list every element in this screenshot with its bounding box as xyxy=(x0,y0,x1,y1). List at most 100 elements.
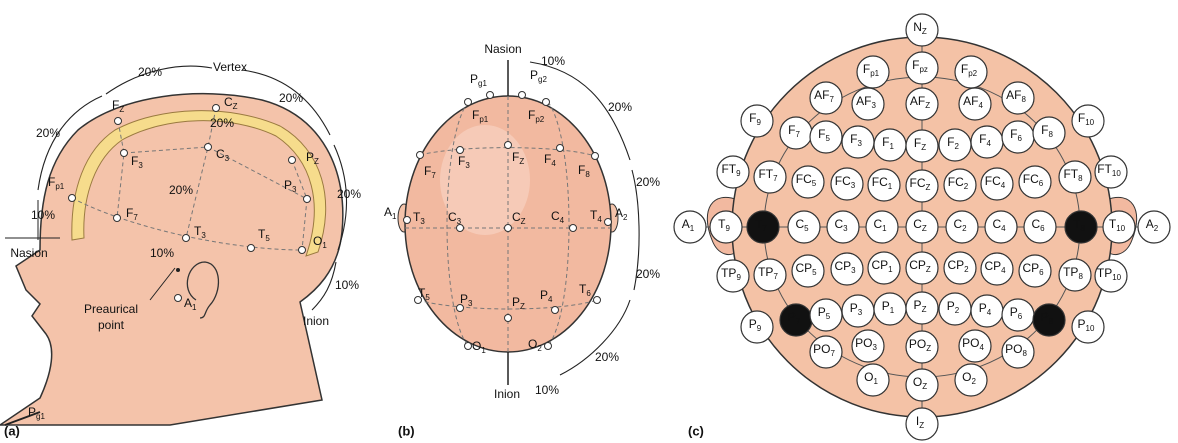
electrode-subscript: 4 xyxy=(548,295,553,304)
electrode-letter: AF xyxy=(910,94,925,108)
electrode-subscript: 6 xyxy=(1018,312,1023,321)
electrode-letter: PO xyxy=(855,336,872,350)
electrode-letter: TP xyxy=(758,265,773,279)
annotation: 20% xyxy=(636,175,660,189)
electrode-letter: A xyxy=(384,205,392,219)
electrode-subscript: 4 xyxy=(1001,266,1006,275)
annotation: 10% xyxy=(541,54,565,68)
electrode-subscript: Z xyxy=(521,217,526,226)
electrode-subscript: 9 xyxy=(757,324,762,333)
electrode-subscript: g1 xyxy=(478,79,487,88)
electrode xyxy=(605,219,612,226)
electrode-subscript: 5 xyxy=(825,134,830,143)
electrode-letter: P xyxy=(818,305,826,319)
electrode-subscript: 1 xyxy=(890,306,895,315)
electrode-subscript: p1 xyxy=(479,115,488,124)
electrode xyxy=(594,297,601,304)
electrode-subscript: 5 xyxy=(826,312,831,321)
electrode-letter: F xyxy=(961,62,968,76)
electrode xyxy=(457,147,464,154)
electrode-letter: F xyxy=(458,154,465,168)
electrode-letter: C xyxy=(448,210,457,224)
electrode-letter: FC xyxy=(910,176,926,190)
annotation: 20% xyxy=(608,100,632,114)
electrode-subscript: 4 xyxy=(1001,224,1006,233)
electrode-letter: AF xyxy=(1006,88,1021,102)
electrode xyxy=(570,225,577,232)
electrode-subscript: 1 xyxy=(192,303,197,312)
electrode-letter: F xyxy=(112,98,119,112)
electrode xyxy=(299,247,306,254)
electrode-letter: FC xyxy=(835,174,851,188)
electrode-letter: C xyxy=(795,217,804,231)
electrode-subscript: Z xyxy=(922,224,927,233)
annotation: 10% xyxy=(335,278,359,292)
electrode-subscript: Z xyxy=(926,344,931,353)
electrode-letter: P xyxy=(1078,317,1086,331)
annotation: 10% xyxy=(535,383,559,397)
electrode-letter: AF xyxy=(963,94,978,108)
electrode-subscript: 3 xyxy=(843,224,848,233)
electrode-letter: C xyxy=(873,217,882,231)
electrode-letter: F xyxy=(818,127,825,141)
electrode xyxy=(183,235,190,242)
electrode-subscript: 9 xyxy=(736,169,741,178)
electrode-letter: FT xyxy=(758,167,773,181)
electrode-subscript: 2 xyxy=(955,306,960,315)
electrode-subscript: 4 xyxy=(978,101,983,110)
electrode-letter: F xyxy=(749,111,756,125)
annotation: Nasion xyxy=(484,42,521,56)
electrode-letter: P xyxy=(788,310,796,324)
electrode-letter: F xyxy=(882,135,889,149)
electrode-subscript: 3 xyxy=(851,181,856,190)
electrode xyxy=(505,315,512,322)
electrode xyxy=(592,153,599,160)
electrode-letter: F xyxy=(131,154,138,168)
electrode-subscript: 5 xyxy=(265,234,270,243)
electrode xyxy=(505,142,512,149)
electrode-subscript: 4 xyxy=(560,216,565,225)
electrode-letter: P xyxy=(979,301,987,315)
electrode xyxy=(213,105,220,112)
electrode-label: Pg2 xyxy=(530,68,547,84)
annotation: Preaurical xyxy=(84,302,138,316)
electrode-letter: P xyxy=(530,68,538,82)
electrode-letter: FC xyxy=(948,175,964,189)
annotation: Nasion xyxy=(10,246,47,260)
electrode-subscript: 2 xyxy=(964,265,969,274)
electrode-subscript: 9 xyxy=(756,118,761,127)
electrode-subscript: 6 xyxy=(1017,134,1022,143)
electrode-subscript: 8 xyxy=(1080,224,1085,233)
electrode-letter: P xyxy=(512,295,520,309)
electrode-subscript: 7 xyxy=(133,213,138,222)
electrode-subscript: 4 xyxy=(597,215,602,224)
electrode-subscript: 2 xyxy=(962,224,967,233)
electrode-letter: F xyxy=(979,132,986,146)
electrode-letter: P xyxy=(914,298,922,312)
electrode xyxy=(465,343,472,350)
electrode xyxy=(175,295,182,302)
electrode-letter: FC xyxy=(985,174,1001,188)
electrode-letter: O xyxy=(528,337,537,351)
electrode-subscript: 5 xyxy=(804,224,809,233)
electrode-subscript: 1 xyxy=(888,265,893,274)
electrode-label: A1 xyxy=(384,205,397,221)
electrode-subscript: Z xyxy=(922,382,927,391)
electrode-subscript: 3 xyxy=(851,266,856,275)
electrode-subscript: 7 xyxy=(829,95,834,104)
electrode-letter: F xyxy=(424,164,431,178)
electrode-letter: FC xyxy=(1023,172,1039,186)
electrode-subscript: p2 xyxy=(535,115,544,124)
electrode-letter: C xyxy=(551,209,560,223)
electrode-subscript: 2 xyxy=(971,377,976,386)
electrode-letter: A xyxy=(615,206,623,220)
electrode xyxy=(417,152,424,159)
electrode-subscript: 3 xyxy=(857,139,862,148)
electrode-letter: F xyxy=(914,136,921,150)
electrode-subscript: p1 xyxy=(870,69,879,78)
electrode-subscript: 3 xyxy=(468,299,473,308)
electrode-letter: P xyxy=(882,299,890,313)
electrode xyxy=(289,157,296,164)
electrode-letter: F xyxy=(1078,111,1085,125)
electrode-letter: PO xyxy=(909,337,926,351)
